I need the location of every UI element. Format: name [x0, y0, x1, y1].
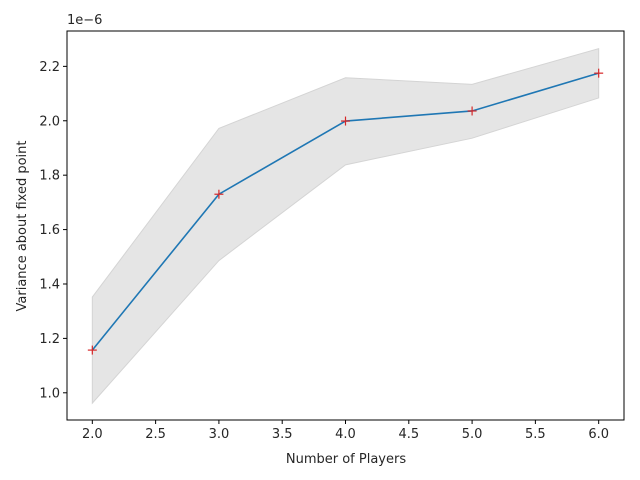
y-axis-label: Variance about fixed point — [15, 141, 30, 312]
data-point-marker — [467, 106, 477, 116]
x-axis-ticks: 2.0 2.5 3.0 3.5 4.0 4.5 5.0 5.5 6.0 — [82, 420, 609, 442]
y-tick-label: 2.2 — [39, 60, 60, 75]
data-point-marker — [594, 68, 604, 78]
data-point-marker — [214, 189, 224, 199]
confidence-band-layer — [91, 48, 600, 405]
y-axis-ticks: 1.0 1.2 1.4 1.6 1.8 2.0 2.2 — [39, 60, 67, 401]
y-tick-label: 1.2 — [39, 332, 60, 347]
x-tick-label: 4.5 — [398, 427, 419, 442]
x-tick-label: 2.5 — [145, 427, 166, 442]
x-axis-label: Number of Players — [286, 452, 406, 467]
confidence-band — [91, 48, 600, 405]
data-point-marker — [87, 345, 97, 355]
data-point-marker — [341, 116, 350, 126]
x-tick-label: 2.0 — [82, 427, 103, 442]
y-tick-label: 1.0 — [39, 386, 60, 401]
y-tick-label: 1.6 — [39, 223, 60, 238]
x-tick-label: 5.5 — [525, 427, 546, 442]
x-tick-label: 3.0 — [209, 427, 230, 442]
x-tick-label: 6.0 — [588, 427, 609, 442]
x-tick-label: 3.5 — [272, 427, 293, 442]
y-tick-label: 2.0 — [39, 114, 60, 129]
y-tick-label: 1.8 — [39, 169, 60, 184]
y-tick-label: 1.4 — [39, 277, 60, 292]
x-tick-label: 4.0 — [335, 427, 356, 442]
marker-layer — [87, 68, 604, 355]
y-axis-offset-label: 1e−6 — [67, 13, 102, 28]
x-tick-label: 5.0 — [462, 427, 483, 442]
